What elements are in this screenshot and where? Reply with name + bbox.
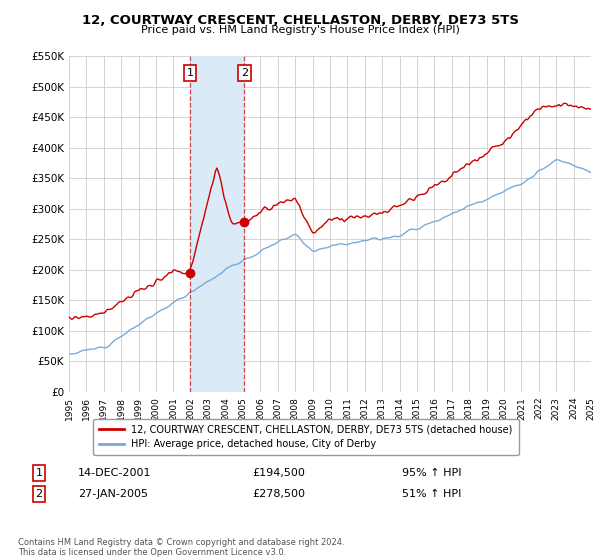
Text: Price paid vs. HM Land Registry's House Price Index (HPI): Price paid vs. HM Land Registry's House …	[140, 25, 460, 35]
Text: 2: 2	[35, 489, 43, 499]
Text: Contains HM Land Registry data © Crown copyright and database right 2024.
This d: Contains HM Land Registry data © Crown c…	[18, 538, 344, 557]
Text: 12, COURTWAY CRESCENT, CHELLASTON, DERBY, DE73 5TS: 12, COURTWAY CRESCENT, CHELLASTON, DERBY…	[82, 14, 518, 27]
Text: 14-DEC-2001: 14-DEC-2001	[78, 468, 151, 478]
Text: 2: 2	[241, 68, 248, 78]
Text: £278,500: £278,500	[252, 489, 305, 499]
Text: 1: 1	[187, 68, 193, 78]
Text: 95% ↑ HPI: 95% ↑ HPI	[402, 468, 461, 478]
Text: £194,500: £194,500	[252, 468, 305, 478]
Bar	[190, 56, 244, 392]
Text: 27-JAN-2005: 27-JAN-2005	[78, 489, 148, 499]
Legend: 12, COURTWAY CRESCENT, CHELLASTON, DERBY, DE73 5TS (detached house), HPI: Averag: 12, COURTWAY CRESCENT, CHELLASTON, DERBY…	[94, 418, 518, 455]
Text: 1: 1	[35, 468, 43, 478]
Text: 51% ↑ HPI: 51% ↑ HPI	[402, 489, 461, 499]
